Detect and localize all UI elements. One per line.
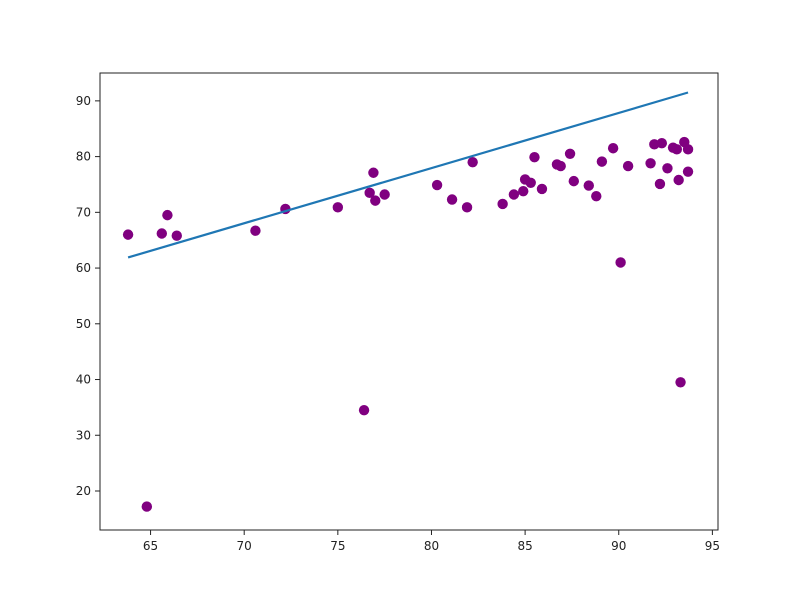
data-point (467, 156, 478, 168)
data-point (615, 257, 626, 268)
data-point (583, 180, 594, 191)
x-tick-label: 65 (143, 539, 158, 553)
data-point (564, 148, 576, 160)
data-point (671, 144, 682, 155)
x-tick-label: 75 (330, 539, 345, 553)
y-tick-label: 20 (76, 484, 91, 498)
data-point (596, 156, 608, 167)
y-tick-label: 60 (76, 261, 91, 275)
x-tick-label: 70 (237, 539, 252, 553)
data-point (431, 179, 443, 191)
data-point (654, 178, 666, 190)
y-tick-label: 70 (76, 205, 91, 219)
x-tick-label: 95 (705, 539, 720, 553)
scatter-points (122, 136, 694, 512)
data-point (122, 229, 134, 240)
data-point (645, 158, 656, 169)
y-tick-label: 90 (76, 94, 91, 108)
data-point (171, 230, 182, 241)
data-point (368, 167, 379, 178)
y-tick-label: 40 (76, 373, 91, 387)
data-point (529, 151, 540, 163)
data-point (536, 183, 548, 195)
data-point (162, 209, 173, 221)
data-point (497, 198, 508, 210)
data-point (250, 225, 261, 236)
trend-line (127, 91, 689, 259)
data-point (141, 501, 153, 512)
data-point (662, 163, 673, 174)
data-point (607, 143, 619, 154)
data-point (622, 160, 634, 172)
tick-marks (95, 100, 713, 535)
data-point (508, 189, 520, 200)
x-tick-label: 85 (517, 539, 532, 553)
data-point (461, 202, 473, 213)
plot-frame (99, 72, 719, 531)
data-point (525, 177, 536, 188)
data-point (370, 195, 381, 206)
trend-lines (127, 91, 689, 259)
data-point (682, 144, 694, 155)
data-point (358, 404, 370, 416)
x-tick-label: 80 (424, 539, 439, 553)
data-point (332, 202, 344, 213)
data-point (591, 190, 602, 202)
data-point (446, 194, 458, 205)
y-tick-label: 30 (76, 428, 91, 442)
data-point (555, 160, 566, 172)
data-point (379, 189, 390, 200)
y-tick-label: 80 (76, 150, 91, 164)
y-tick-label: 50 (76, 317, 91, 331)
data-point (682, 166, 694, 177)
data-point (673, 174, 684, 186)
data-point (156, 228, 167, 239)
data-point (364, 187, 375, 199)
data-point (675, 377, 686, 388)
data-point (568, 175, 579, 187)
x-tick-label: 90 (611, 539, 626, 553)
data-point (656, 138, 668, 149)
data-point (518, 185, 529, 197)
tick-labels: 65 70 75 80 85 90 95 20 30 40 50 60 70 80 90 (76, 94, 720, 553)
